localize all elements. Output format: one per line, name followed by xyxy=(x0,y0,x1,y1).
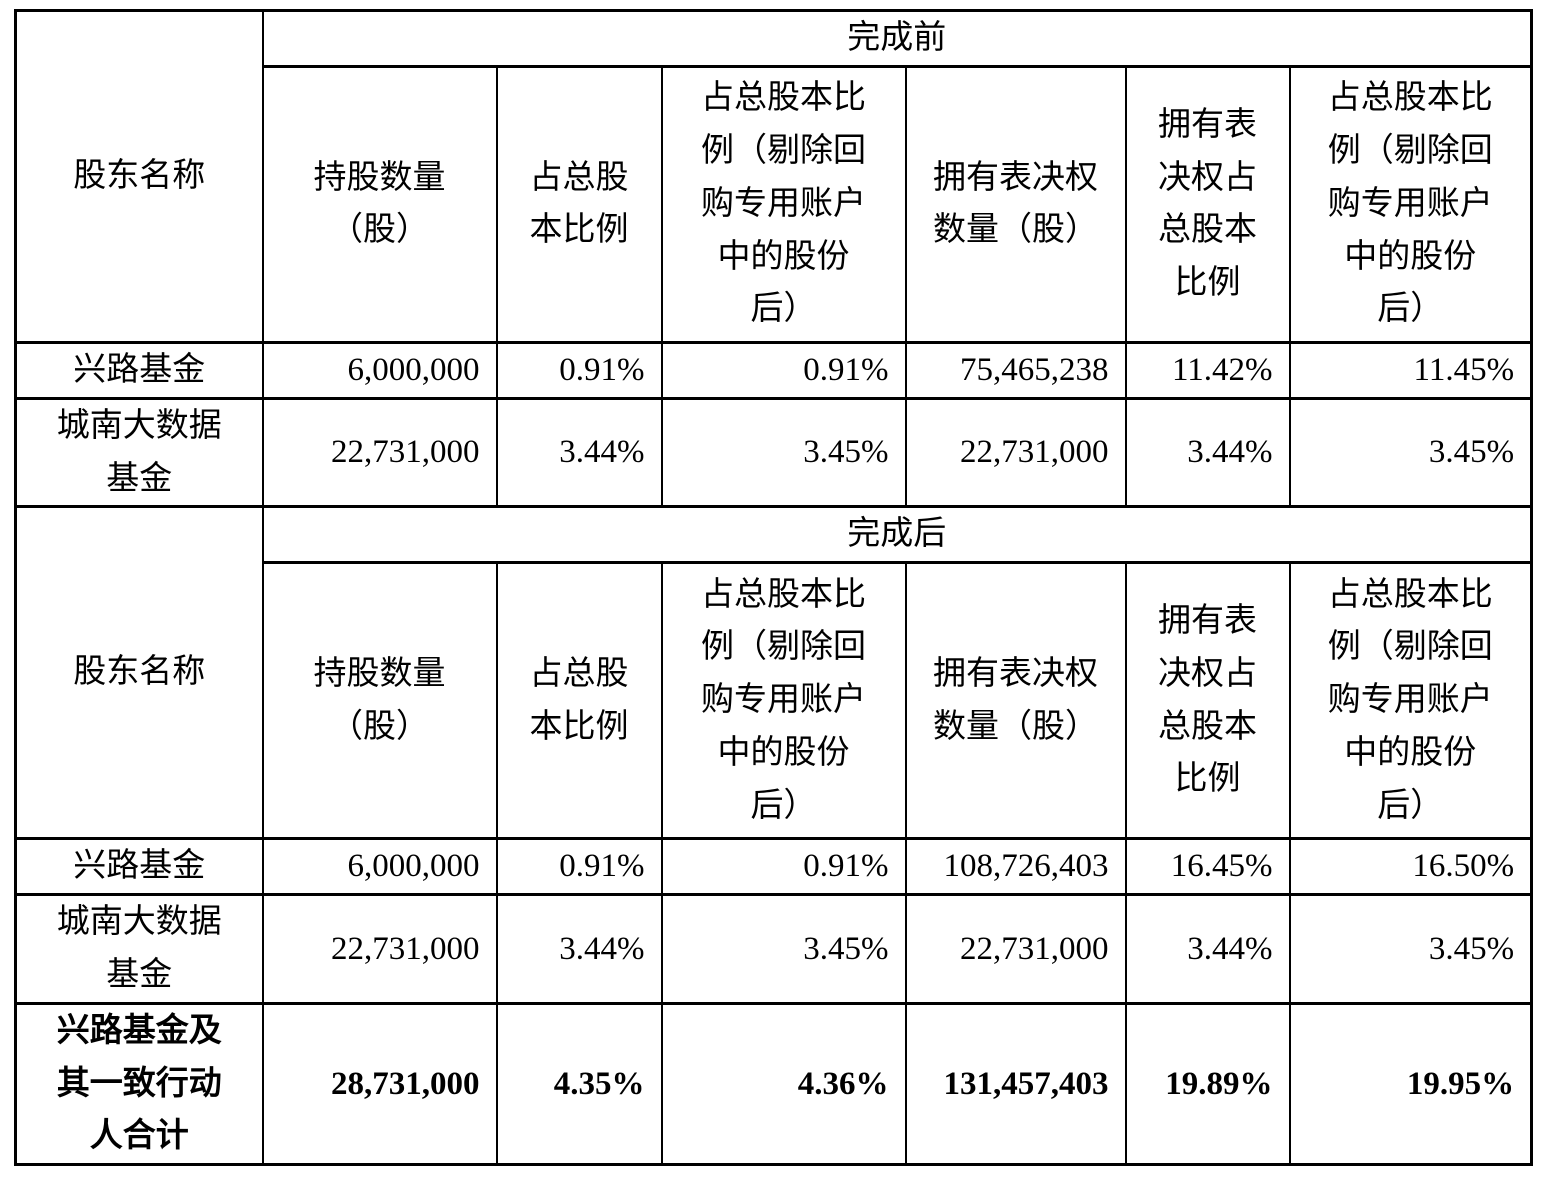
shareholder-name: 兴路基金 xyxy=(14,340,264,400)
section-after-banner-row: 股东名称 完成后 xyxy=(14,505,1533,841)
total-row: 兴路基金及其一致行动人合计 28,731,000 4.35% 4.36% 131… xyxy=(14,1001,1533,1167)
header-pct-total: 占总股本比例 xyxy=(495,561,663,841)
header-shares-held: 持股数量（股） xyxy=(261,64,498,344)
header-voting-pct-excl-buyback: 占总股本比例（剔除回购专用账户中的股份后） xyxy=(1288,64,1533,344)
table-row: 城南大数据基金 22,731,000 3.44% 3.45% 22,731,00… xyxy=(14,893,1533,1005)
header-voting-shares: 拥有表决权数量（股） xyxy=(904,561,1127,841)
pct-total-total: 4.35% xyxy=(495,1001,663,1167)
voting-pct-excl-value: 16.50% xyxy=(1288,837,1533,897)
table-row: 兴路基金 6,000,000 0.91% 0.91% 108,726,403 1… xyxy=(14,837,1533,897)
voting-shares-total: 131,457,403 xyxy=(904,1001,1127,1167)
shares-held-total: 28,731,000 xyxy=(261,1001,498,1167)
voting-pct-value: 3.44% xyxy=(1124,396,1291,509)
header-voting-shares: 拥有表决权数量（股） xyxy=(904,64,1127,344)
voting-shares-value: 108,726,403 xyxy=(904,837,1127,897)
pct-total-value: 0.91% xyxy=(495,837,663,897)
pct-total-value: 0.91% xyxy=(495,340,663,400)
pct-total-value: 3.44% xyxy=(495,893,663,1005)
pct-total-excl-value: 0.91% xyxy=(660,340,907,400)
voting-pct-value: 3.44% xyxy=(1124,893,1291,1005)
shares-held-value: 6,000,000 xyxy=(261,837,498,897)
voting-pct-value: 16.45% xyxy=(1124,837,1291,897)
pct-total-excl-total: 4.36% xyxy=(660,1001,907,1167)
voting-shares-value: 22,731,000 xyxy=(904,396,1127,509)
shares-held-value: 22,731,000 xyxy=(261,893,498,1005)
voting-shares-value: 22,731,000 xyxy=(904,893,1127,1005)
header-pct-total: 占总股本比例 xyxy=(495,64,663,344)
voting-pct-excl-value: 11.45% xyxy=(1288,340,1533,400)
header-voting-pct: 拥有表决权占总股本比例 xyxy=(1124,64,1291,344)
header-voting-pct-excl-buyback: 占总股本比例（剔除回购专用账户中的股份后） xyxy=(1288,561,1533,841)
shareholder-name-header: 股东名称 xyxy=(14,9,264,344)
header-voting-pct: 拥有表决权占总股本比例 xyxy=(1124,561,1291,841)
voting-pct-value: 11.42% xyxy=(1124,340,1291,400)
pct-total-value: 3.44% xyxy=(495,396,663,509)
voting-shares-value: 75,465,238 xyxy=(904,340,1127,400)
voting-pct-excl-total: 19.95% xyxy=(1288,1001,1533,1167)
section-after-header-row: 持股数量（股） 占总股本比例 占总股本比例（剔除回购专用账户中的股份后） 拥有表… xyxy=(16,561,1533,841)
header-pct-total-excl-buyback: 占总股本比例（剔除回购专用账户中的股份后） xyxy=(660,561,907,841)
header-shares-held: 持股数量（股） xyxy=(261,561,498,841)
pct-total-excl-value: 0.91% xyxy=(660,837,907,897)
voting-pct-total: 19.89% xyxy=(1124,1001,1291,1167)
section-after-title: 完成后 xyxy=(261,505,1533,565)
shares-held-value: 6,000,000 xyxy=(261,340,498,400)
shareholder-name-total: 兴路基金及其一致行动人合计 xyxy=(14,1001,264,1167)
shareholder-name-header: 股东名称 xyxy=(14,505,264,841)
shareholding-table: 股东名称 完成前 持股数量（股） 占总股本比例 占总股本比例（剔除回购专用账户中… xyxy=(14,9,1534,1167)
table-row: 城南大数据基金 22,731,000 3.44% 3.45% 22,731,00… xyxy=(14,396,1533,509)
section-before-banner-row: 股东名称 完成前 xyxy=(14,9,1533,344)
header-pct-total-excl-buyback: 占总股本比例（剔除回购专用账户中的股份后） xyxy=(660,64,907,344)
voting-pct-excl-value: 3.45% xyxy=(1288,893,1533,1005)
shareholder-name: 城南大数据基金 xyxy=(14,893,264,1005)
voting-pct-excl-value: 3.45% xyxy=(1288,396,1533,509)
shares-held-value: 22,731,000 xyxy=(261,396,498,509)
section-before-header-row: 持股数量（股） 占总股本比例 占总股本比例（剔除回购专用账户中的股份后） 拥有表… xyxy=(16,64,1533,344)
section-before-title: 完成前 xyxy=(261,9,1533,68)
shareholder-name: 兴路基金 xyxy=(14,837,264,897)
pct-total-excl-value: 3.45% xyxy=(660,893,907,1005)
shareholder-name: 城南大数据基金 xyxy=(14,396,264,509)
pct-total-excl-value: 3.45% xyxy=(660,396,907,509)
table-row: 兴路基金 6,000,000 0.91% 0.91% 75,465,238 11… xyxy=(14,340,1533,400)
